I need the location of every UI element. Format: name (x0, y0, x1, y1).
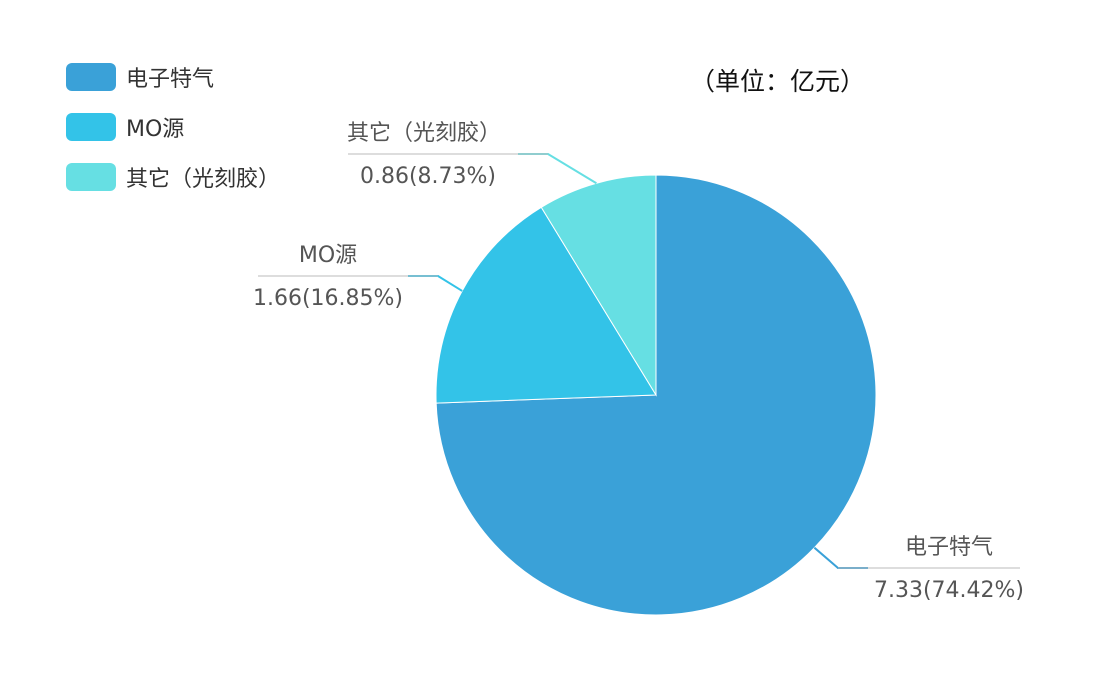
legend-swatch (66, 63, 116, 91)
slice-value-label: 0.86(8.73%) (360, 164, 496, 189)
pie-slice[interactable] (435, 206, 657, 404)
legend: 电子特气 MO源 其它（光刻胶） (66, 62, 280, 212)
legend-swatch (66, 113, 116, 141)
slice-name-label: 电子特气 (905, 535, 993, 560)
leader-line (408, 275, 463, 292)
slice-name-label: 其它（光刻胶） (347, 121, 501, 146)
leader-line (813, 546, 868, 569)
slice-value-label: 7.33(74.42%) (874, 578, 1024, 603)
slice-name-label: MO源 (299, 243, 357, 268)
legend-item-electronic-gas[interactable]: 电子特气 (66, 62, 280, 92)
legend-label: 电子特气 (126, 67, 215, 92)
legend-swatch (66, 163, 116, 191)
leader-line (518, 153, 597, 185)
legend-item-other-photoresist[interactable]: 其它（光刻胶） (66, 162, 280, 192)
pie-slice[interactable] (540, 174, 657, 397)
unit-label: （单位：亿元） (690, 67, 866, 96)
legend-label: 其它（光刻胶） (126, 167, 281, 192)
legend-label: MO源 (126, 117, 185, 142)
slice-value-label: 1.66(16.85%) (253, 286, 403, 311)
legend-item-mo-source[interactable]: MO源 (66, 112, 280, 142)
